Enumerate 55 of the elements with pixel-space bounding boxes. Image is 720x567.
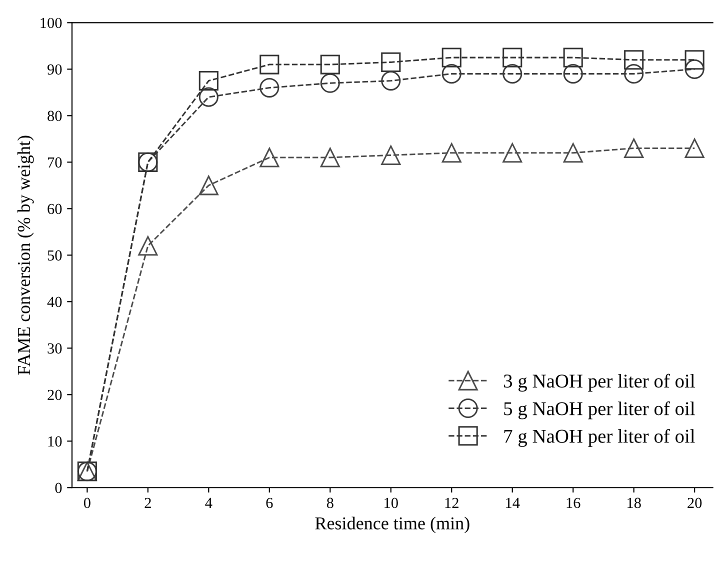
point: [138, 236, 158, 256]
point: [442, 48, 462, 68]
y-tick-label: 70: [48, 157, 62, 168]
x-tick-label: 8: [326, 498, 334, 508]
point: [624, 138, 644, 158]
y-tick-label: 60: [48, 204, 62, 214]
y-tick-label: 80: [48, 110, 62, 122]
point: [320, 73, 340, 93]
y-tick-label: 10: [48, 436, 62, 447]
point: [502, 48, 522, 68]
point: [260, 54, 280, 74]
point: [502, 64, 522, 84]
x-tick-label: 16: [566, 498, 580, 508]
x-axis-title: Residence time (min): [315, 516, 470, 534]
point: [563, 48, 583, 68]
point: [198, 87, 218, 107]
point: [198, 176, 218, 196]
y-tick-label: 90: [47, 64, 62, 75]
y-tick-label: 50: [48, 250, 62, 261]
x-tick-label: 4: [205, 498, 212, 508]
point: [684, 50, 704, 70]
y-tick-label: 20: [48, 390, 62, 400]
point: [502, 143, 522, 163]
x-tick-label: 10: [384, 498, 398, 508]
point: [684, 138, 704, 158]
point: [442, 143, 462, 163]
point: [198, 71, 218, 91]
point: [381, 52, 401, 72]
point: [320, 54, 340, 74]
point: [624, 64, 644, 84]
point: [260, 148, 280, 168]
y-tick-label: 0: [55, 482, 62, 494]
point: [320, 148, 340, 168]
legend-label: 7 g NaOH per liter of oil: [504, 428, 695, 447]
point: [563, 64, 583, 84]
x-tick-label: 20: [688, 498, 702, 508]
x-tick-label: 2: [144, 498, 151, 508]
point: [260, 78, 280, 98]
point: [624, 50, 644, 70]
point: [684, 59, 704, 79]
x-tick-label: 14: [506, 498, 520, 508]
point: [381, 145, 401, 165]
y-tick-label: 40: [47, 296, 62, 308]
y-tick-label: 30: [48, 343, 62, 354]
point: [563, 143, 583, 163]
x-tick-label: 6: [266, 498, 273, 508]
legend-label: 3 g NaOH per liter of oil: [504, 374, 695, 392]
x-tick-label: 12: [445, 498, 458, 508]
legend-label: 5 g NaOH per liter of oil: [504, 401, 695, 420]
point: [442, 64, 462, 84]
point: [381, 71, 401, 91]
y-tick-label: 100: [40, 18, 62, 28]
x-tick-label: 18: [628, 498, 641, 508]
y-axis-title: FAME conversion (% by weight): [17, 136, 34, 375]
x-tick-label: 0: [84, 498, 90, 508]
